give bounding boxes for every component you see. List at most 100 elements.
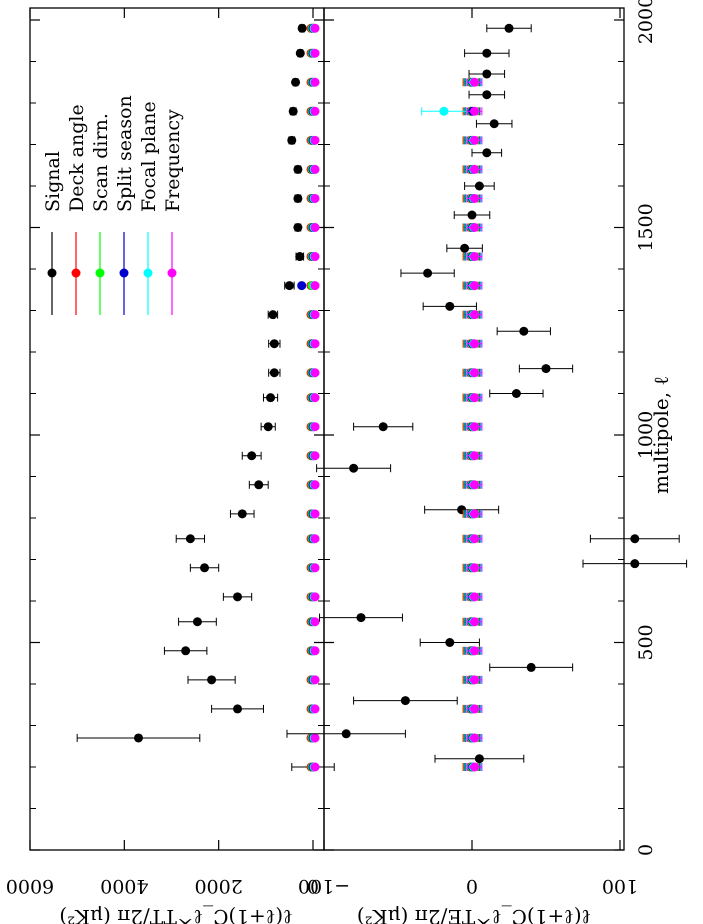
data-point-frequency <box>470 164 479 174</box>
legend-label: Scan dirn. <box>90 113 112 212</box>
data-point-signal <box>630 559 640 569</box>
data-point-signal <box>263 422 273 432</box>
data-point-frequency <box>470 368 479 378</box>
data-point-signal <box>489 119 499 129</box>
data-point-signal <box>423 268 433 278</box>
data-point-frequency <box>310 480 320 490</box>
data-point-signal <box>474 181 484 191</box>
data-point-frequency <box>470 592 479 602</box>
data-point-signal <box>445 301 455 311</box>
data-point-frequency <box>470 675 479 685</box>
data-point-frequency <box>310 48 320 58</box>
data-point-frequency <box>470 135 479 145</box>
amplitude-tick-label: 100 <box>602 875 638 897</box>
legend-marker <box>143 268 153 278</box>
data-point-signal <box>181 646 191 656</box>
amplitude-tick-label: −100 <box>298 875 350 897</box>
data-point-focal-plane <box>439 106 449 116</box>
data-point-frequency <box>310 368 320 378</box>
data-point-frequency <box>470 509 479 519</box>
data-point-signal <box>400 696 410 706</box>
data-point-frequency <box>470 451 479 461</box>
x-axis-title: multipole, ℓ <box>649 376 673 494</box>
data-point-signal <box>293 164 303 174</box>
data-point-frequency <box>470 193 479 203</box>
tt-y-axis-title: ℓ(ℓ+1)C_ℓ^TT/2π (μK²) <box>59 905 292 924</box>
data-point-frequency <box>310 106 320 116</box>
amplitude-tick-label: 0 <box>307 875 319 897</box>
data-point-frequency <box>310 675 320 685</box>
data-point-frequency <box>310 339 320 349</box>
data-point-frequency <box>470 77 479 87</box>
data-point-frequency <box>310 617 320 627</box>
data-point-frequency <box>470 252 479 262</box>
legend-marker <box>167 268 177 278</box>
data-point-signal <box>268 310 278 320</box>
data-point-frequency <box>310 223 320 232</box>
legend-label: Focal plane <box>138 101 160 212</box>
data-point-signal <box>200 563 210 573</box>
data-point-signal <box>482 148 492 158</box>
data-point-signal <box>519 326 529 336</box>
data-point-frequency <box>310 393 320 403</box>
data-point-frequency <box>310 310 320 320</box>
data-point-signal <box>237 509 247 519</box>
data-point-signal <box>541 364 551 374</box>
data-point-signal <box>233 592 243 602</box>
legend-label: Deck angle <box>66 104 88 212</box>
multipole-tick-label: 2000 <box>635 0 657 44</box>
data-point-signal <box>254 480 264 490</box>
data-point-signal <box>293 193 303 203</box>
data-point-signal <box>504 23 514 33</box>
data-point-frequency <box>470 646 479 656</box>
data-point-signal <box>460 243 470 253</box>
data-point-frequency <box>470 617 479 627</box>
data-point-signal <box>526 662 536 672</box>
data-point-frequency <box>470 422 479 432</box>
amplitude-tick-label: 4000 <box>100 875 148 897</box>
amplitude-tick-label: 2000 <box>194 875 242 897</box>
data-point-frequency <box>470 310 479 320</box>
data-point-frequency <box>310 451 320 461</box>
data-point-signal <box>233 704 243 714</box>
legend-label: Split season <box>114 95 136 212</box>
data-point-signal <box>269 368 279 378</box>
data-point-signal <box>207 675 217 685</box>
data-point-signal <box>349 463 359 473</box>
te-panel-frame <box>323 7 625 851</box>
data-point-frequency <box>470 339 479 349</box>
data-point-signal <box>293 223 303 232</box>
data-point-signal <box>378 422 388 432</box>
te-y-axis-title: ℓ(ℓ+1)C_ℓ^TE/2π (μK²) <box>357 905 591 924</box>
data-point-frequency <box>310 704 320 714</box>
data-point-signal <box>247 451 257 461</box>
data-point-signal <box>185 534 195 544</box>
data-point-signal <box>284 281 294 291</box>
data-point-signal <box>511 389 521 398</box>
multipole-tick-label: 500 <box>635 624 657 660</box>
data-point-signal <box>266 393 276 403</box>
legend-marker <box>47 268 57 278</box>
amplitude-tick-label: 0 <box>466 875 478 897</box>
data-point-frequency <box>470 762 479 772</box>
legend: Signal Deck angle Scan dirn. Split season Fo… <box>42 95 184 315</box>
data-point-signal <box>356 613 366 623</box>
data-point-frequency <box>470 281 479 291</box>
data-point-frequency <box>310 534 320 544</box>
data-point-signal <box>482 69 492 79</box>
data-point-signal <box>341 729 351 739</box>
data-point-frequency <box>310 77 320 87</box>
data-point-frequency <box>470 393 479 403</box>
multipole-tick-label: 0 <box>635 844 657 856</box>
legend-label: Signal <box>42 151 64 212</box>
multipole-tick-label: 1000 <box>635 411 657 459</box>
data-point-signal <box>295 252 305 262</box>
data-point-frequency <box>470 733 479 743</box>
data-point-frequency <box>310 23 320 33</box>
data-point-signal <box>291 77 301 87</box>
data-point-frequency <box>310 135 320 145</box>
legend-label: Frequency <box>162 109 184 212</box>
data-point-frequency <box>310 733 320 743</box>
amplitude-tick-label: 6000 <box>6 875 54 897</box>
